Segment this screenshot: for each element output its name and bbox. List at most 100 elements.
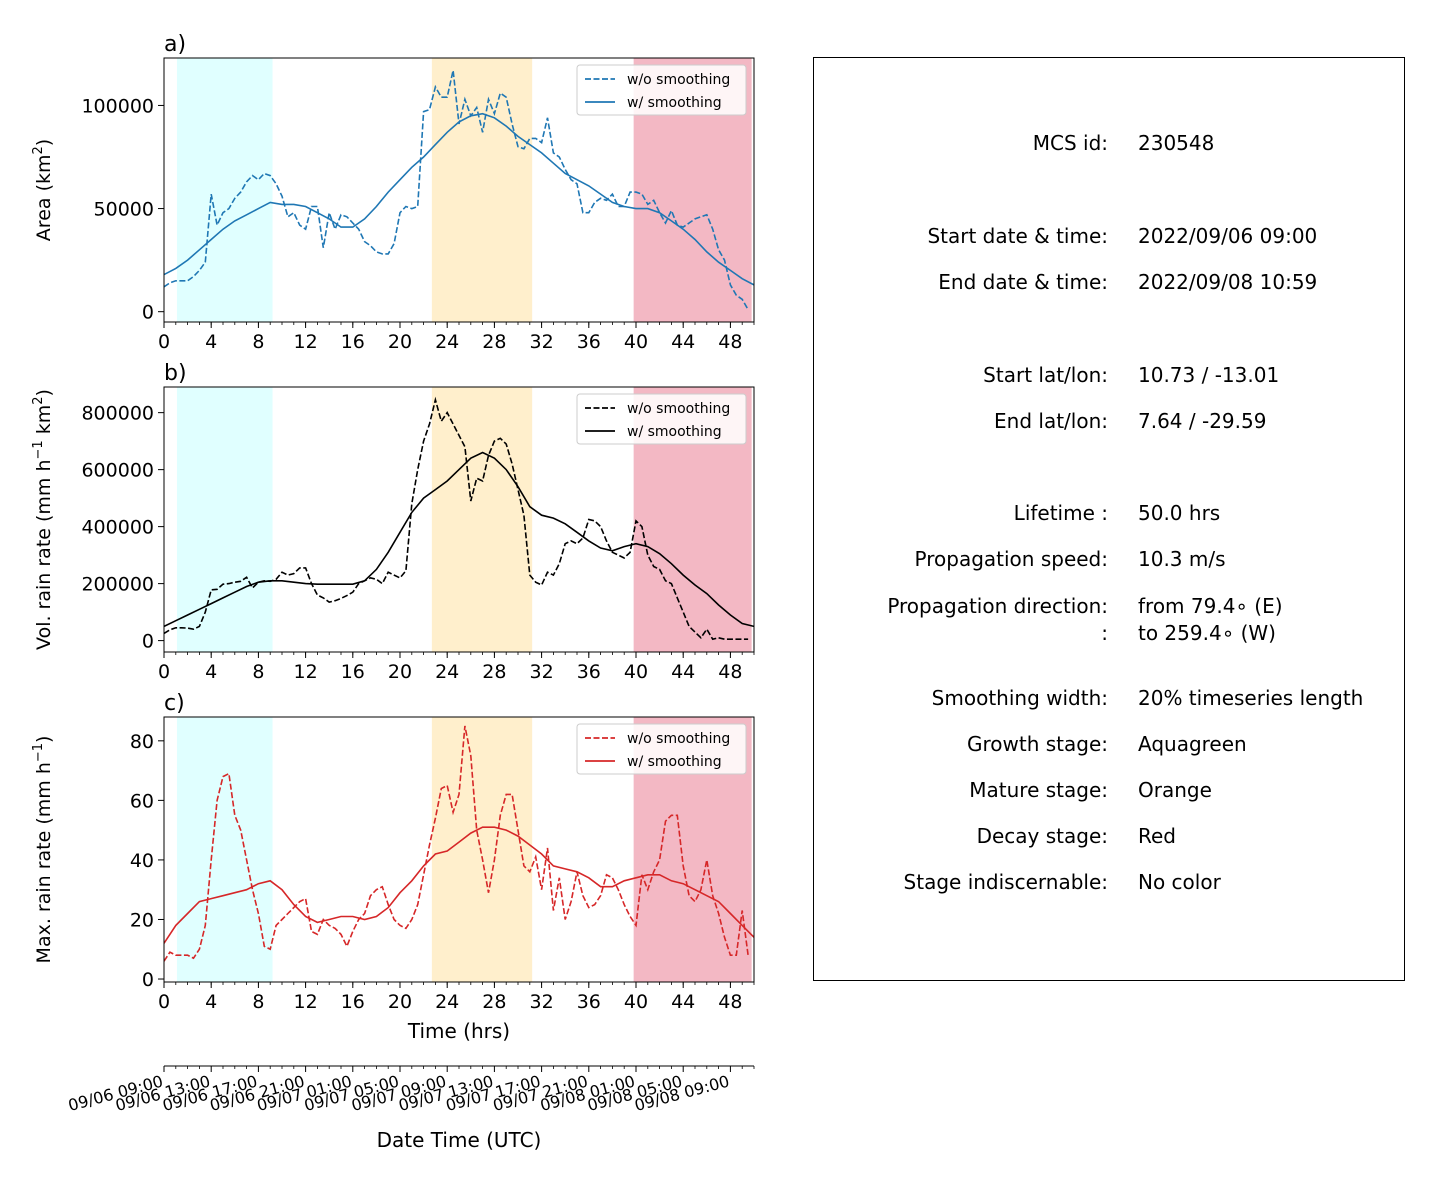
legend-entry-label: w/ smoothing	[627, 754, 722, 770]
panel-a: 0 4 8 12 16 20 24 28 32 36 40 44 48050000100000a)Are…	[31, 32, 755, 353]
info-row-value: Orange	[1138, 778, 1212, 802]
y-axis-label-part: )	[33, 389, 55, 396]
x-tick-label: 40	[624, 331, 648, 353]
y-axis-label-part: )	[33, 139, 55, 146]
info-row-label: Stage indiscernable:	[904, 870, 1108, 894]
y-axis-label-part: km	[33, 405, 55, 441]
legend-entry-label: w/o smoothing	[627, 731, 730, 747]
x-tick-label: 20	[388, 331, 412, 353]
info-box: MCS id: 230548 Start date & time: 2022/09/0…	[813, 57, 1405, 981]
x-tick-label: 0	[158, 661, 170, 683]
info-row-value: to 259.4∘ (W)	[1138, 621, 1276, 645]
x-tick-label: 12	[294, 331, 318, 353]
info-row-value: 10.3 m/s	[1138, 547, 1226, 571]
stage-band-growth-stage	[176, 58, 273, 322]
x-tick-label: 8	[252, 331, 264, 353]
series-line-smoothed	[164, 451, 754, 628]
y-axis-label: Vol. rain rate (mm h−1 km2)	[31, 389, 55, 650]
y-axis-label: Max. rain rate (mm h−1)	[31, 736, 55, 964]
info-row-label: Lifetime :	[1014, 501, 1108, 525]
panel-label: c)	[164, 691, 185, 716]
info-row-label: MCS id:	[1033, 131, 1108, 155]
y-axis-label-part: Max. rain rate (mm h	[33, 762, 55, 963]
info-row-value: 7.64 / -29.59	[1138, 409, 1266, 433]
chart-panels: 0 4 8 12 16 20 24 28 32 36 40 44 48050000100000a)Are…	[31, 32, 755, 1043]
y-axis-label-part: 2	[31, 396, 46, 404]
x-tick-label: 20	[388, 661, 412, 683]
legend-frame	[576, 393, 747, 445]
info-row-label: Smoothing width:	[932, 686, 1108, 710]
x-tick-label: 16	[341, 991, 365, 1013]
y-axis-label-part: )	[33, 736, 55, 743]
stage-band-growth-stage	[176, 717, 273, 982]
legend-frame	[576, 723, 747, 775]
y-tick-label: 60	[130, 790, 154, 812]
y-tick-label: 50000	[94, 199, 154, 221]
y-axis-label-part: −1	[31, 440, 46, 459]
x-tick-label: 44	[671, 661, 695, 683]
y-tick-label: 80	[130, 731, 154, 753]
info-row-value: 2022/09/08 10:59	[1138, 270, 1317, 294]
y-tick-label: 0	[142, 631, 154, 653]
x-tick-label: 48	[718, 661, 742, 683]
y-tick-label: 100000	[81, 95, 154, 117]
info-row-value: 10.73 / -13.01	[1138, 363, 1279, 387]
info-row-value: 230548	[1138, 131, 1214, 155]
info-row-label: Propagation speed:	[915, 547, 1108, 571]
x-tick-label: 4	[205, 331, 217, 353]
x-tick-label: 16	[341, 331, 365, 353]
x-tick-label: 8	[252, 661, 264, 683]
legend: w/o smoothing w/ smoothing	[576, 723, 747, 775]
y-axis-label-part: 2	[31, 146, 46, 154]
info-row-label: Mature stage:	[969, 778, 1108, 802]
info-row-value: Aquagreen	[1138, 732, 1247, 756]
series-line-smoothed	[164, 112, 754, 286]
y-axis-label: Area (km2)	[31, 139, 55, 241]
legend: w/o smoothing w/ smoothing	[576, 64, 747, 116]
x-tick-label: 40	[624, 661, 648, 683]
stage-band-growth-stage	[176, 387, 273, 652]
info-row-label: Propagation direction:	[887, 594, 1108, 618]
y-axis-label-part: −1	[31, 743, 46, 762]
y-tick-label: 400000	[81, 517, 154, 539]
stage-band-mature-stage	[431, 387, 533, 652]
x-tick-label: 32	[530, 331, 554, 353]
x-tick-label: 4	[205, 661, 217, 683]
x-tick-label: 32	[530, 661, 554, 683]
x-tick-label: 44	[671, 991, 695, 1013]
panel-b: 0 4 8 12 16 20 24 28 32 36 40 44 4802000004000006000…	[31, 361, 755, 683]
legend-entry-label: w/o smoothing	[627, 72, 730, 88]
y-axis-label-part: Area (km	[33, 155, 55, 242]
legend: w/o smoothing w/ smoothing	[576, 393, 747, 445]
x-tick-label: 36	[577, 661, 601, 683]
info-row-label: Start date & time:	[927, 224, 1108, 248]
series-line-smoothed	[164, 826, 754, 944]
x-tick-label: 4	[205, 991, 217, 1013]
x-tick-label: 12	[294, 661, 318, 683]
x-tick-label: 28	[482, 991, 506, 1013]
legend-frame	[576, 64, 747, 116]
info-row-value: 20% timeseries length	[1138, 686, 1363, 710]
stage-band-mature-stage	[431, 58, 533, 322]
info-rows: MCS id: 230548 Start date & time: 2022/09/0…	[887, 131, 1363, 894]
x-tick-label: 48	[718, 991, 742, 1013]
x-tick-label: 24	[435, 331, 459, 353]
date-tick-label: 09/08 09:00	[633, 1072, 732, 1116]
info-row-value: from 79.4∘ (E)	[1138, 594, 1283, 618]
x-tick-label: 12	[294, 991, 318, 1013]
series-line-raw	[164, 725, 749, 962]
stage-band-mature-stage	[431, 717, 533, 982]
x-axis-label: Time (hrs)	[407, 1019, 510, 1043]
y-tick-label: 0	[142, 969, 154, 991]
y-tick-label: 40	[130, 850, 154, 872]
y-tick-label: 600000	[81, 460, 154, 482]
x-tick-label: 28	[482, 661, 506, 683]
x-tick-label: 28	[482, 331, 506, 353]
x-tick-label: 36	[577, 991, 601, 1013]
y-tick-label: 20	[130, 909, 154, 931]
info-row-label: End lat/lon:	[994, 409, 1108, 433]
info-row-value: No color	[1138, 870, 1222, 894]
x-tick-label: 36	[577, 331, 601, 353]
